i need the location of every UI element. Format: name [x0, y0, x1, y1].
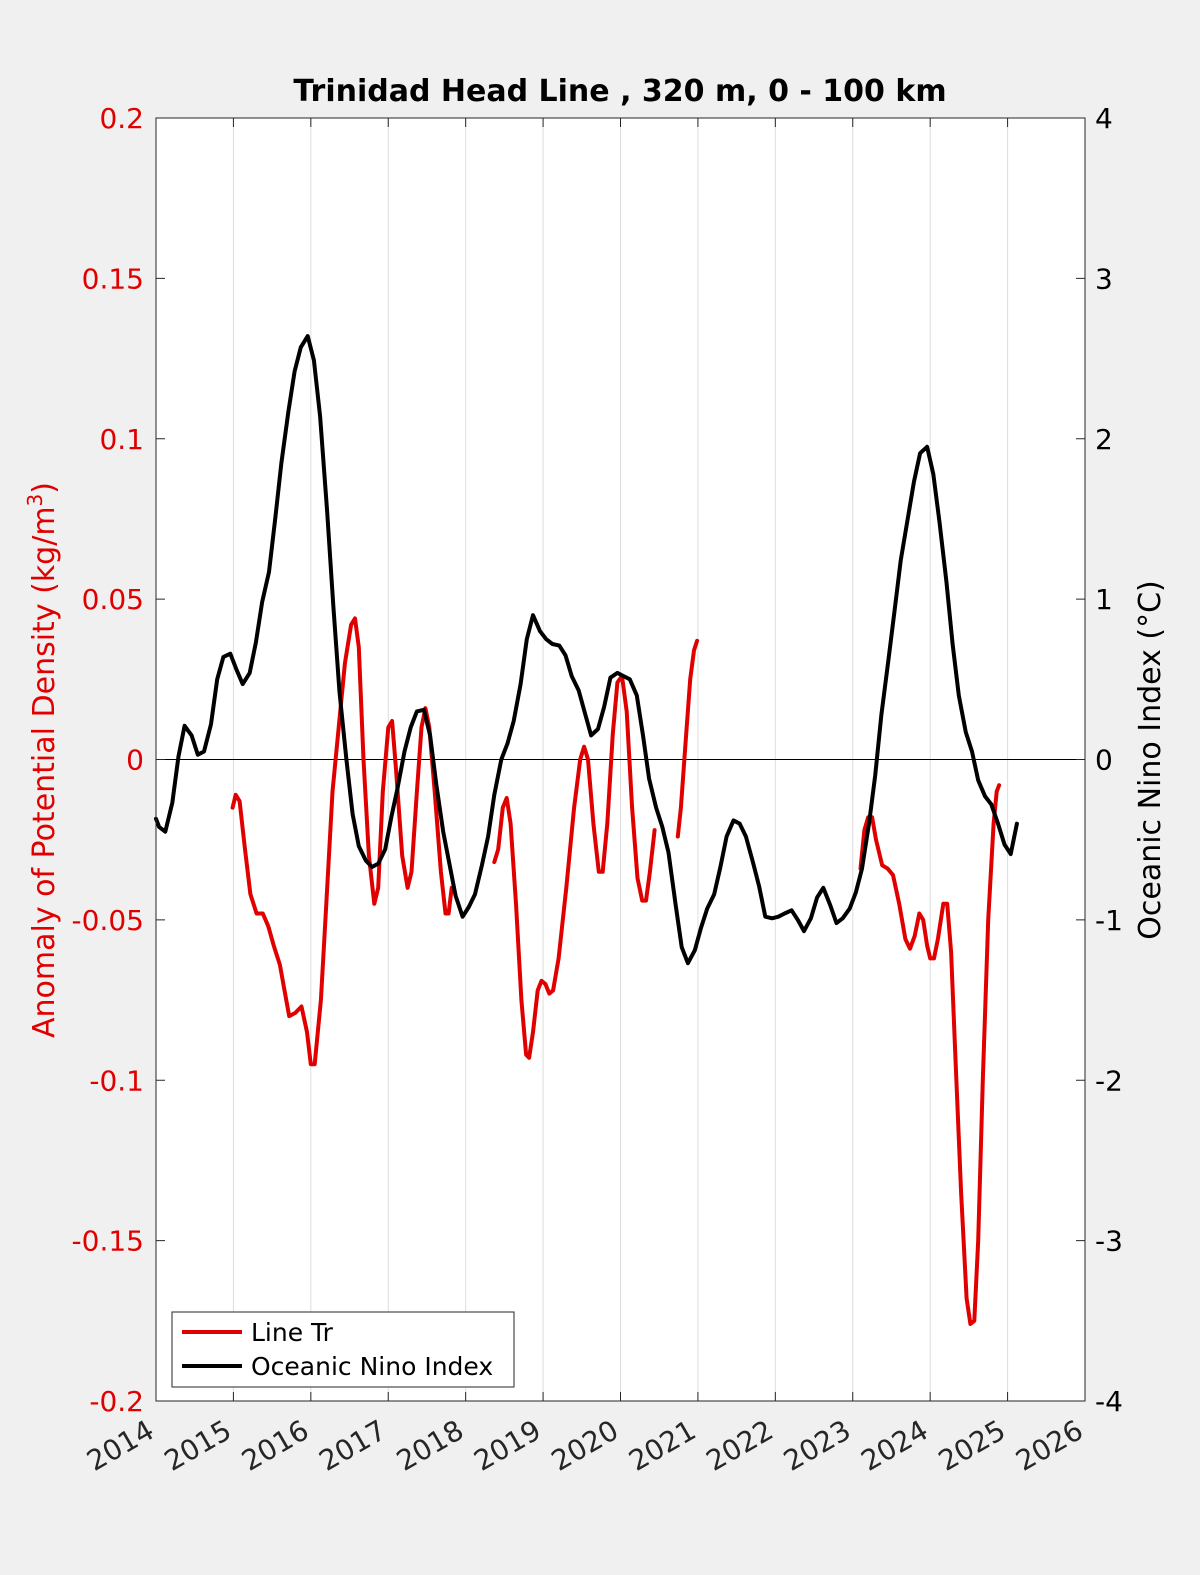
y-left-tick-label: -0.1 — [89, 1064, 144, 1097]
y-left-tick-label: 0.05 — [82, 583, 144, 616]
y-left-tick-label: -0.15 — [72, 1225, 144, 1258]
legend-label-oni: Oceanic Nino Index — [251, 1352, 493, 1381]
legend-box — [171, 1311, 515, 1388]
y-right-tick-label: -3 — [1095, 1225, 1123, 1258]
series-line-tr-segment — [858, 783, 1002, 1326]
y-left-tick-label: 0 — [126, 744, 144, 777]
y-right-tick-label: -4 — [1095, 1385, 1123, 1418]
left-axis: 0.2 0.15 0.1 0.05 0 -0.05 -0.1 -0.15 -0.2 — [72, 102, 165, 1418]
y-right-tick-label: -1 — [1095, 904, 1123, 937]
legend-label-line-tr: Line Tr — [251, 1318, 334, 1347]
series-line-tr-segment — [675, 638, 700, 839]
y-right-tick-label: -2 — [1095, 1064, 1123, 1097]
right-axis: 4 3 2 1 0 -1 -2 -3 -4 — [1076, 102, 1123, 1418]
y-axis-left-label-sup: 3 — [23, 494, 47, 507]
y-left-tick-label: -0.2 — [89, 1385, 144, 1418]
y-right-tick-label: 3 — [1095, 262, 1113, 295]
series-line-tr-segment — [230, 616, 454, 1067]
y-right-tick-label: 1 — [1095, 583, 1113, 616]
y-axis-left-label-close: ) — [27, 482, 62, 494]
y-axis-left-label: Anomaly of Potential Density (kg/m3) — [23, 482, 62, 1038]
y-left-tick-label: -0.05 — [72, 904, 144, 937]
chart-title: Trinidad Head Line , 320 m, 0 - 100 km — [293, 74, 946, 109]
y-left-tick-label: 0.1 — [99, 423, 144, 456]
y-left-tick-label: 0.2 — [99, 102, 144, 135]
y-right-tick-label: 0 — [1095, 744, 1113, 777]
y-axis-right-label: Oceanic Nino Index (°C) — [1133, 580, 1168, 940]
legend: Line Tr Oceanic Nino Index — [171, 1311, 515, 1388]
y-axis-left-label-main: Anomaly of Potential Density (kg/m — [27, 506, 62, 1038]
y-left-tick-label: 0.15 — [82, 262, 144, 295]
y-right-tick-label: 4 — [1095, 102, 1113, 135]
series-oceanic-nino-index — [154, 334, 1019, 966]
series-layer — [154, 334, 1019, 1326]
y-right-tick-label: 2 — [1095, 423, 1113, 456]
series-line-tr-segment — [492, 674, 657, 1060]
